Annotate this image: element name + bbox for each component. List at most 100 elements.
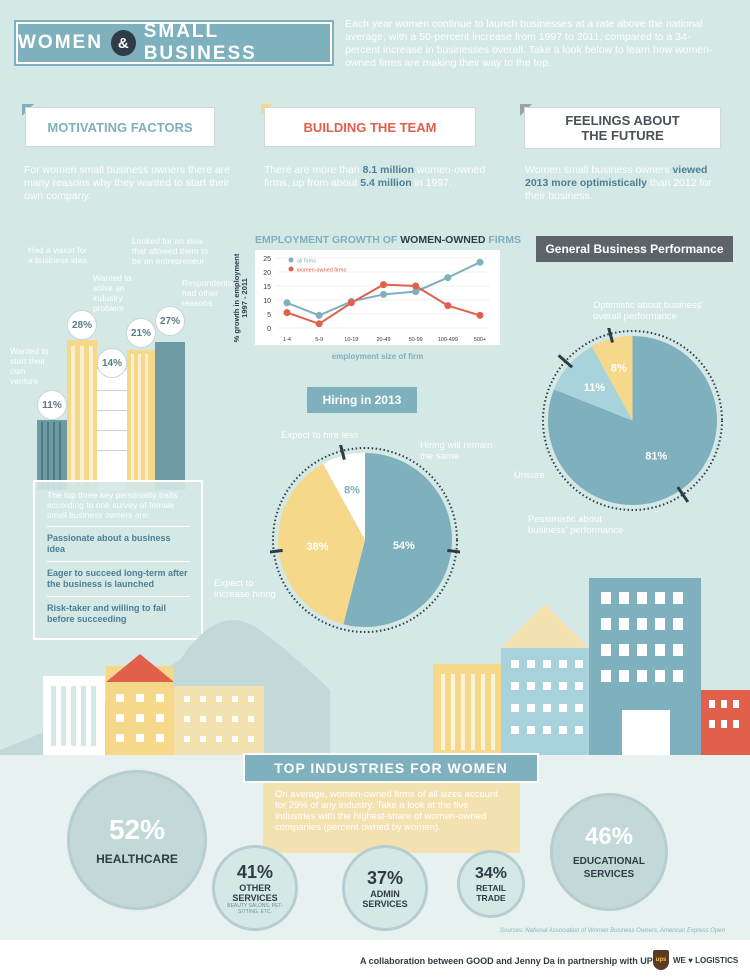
title-right: SMALL BUSINESS	[143, 21, 257, 64]
logistics-tagline: WE ♥ LOGISTICS	[673, 956, 739, 965]
pie-label-1: 11%	[584, 382, 606, 394]
x-tick-label: 500+	[474, 337, 486, 343]
perf-callout-optimistic: Optimistic about business' overall perfo…	[593, 300, 704, 322]
team-desc-post: in 1997.	[411, 177, 452, 189]
line-chart-ylabel-wrap: % growth in employment 1997 - 2011	[232, 250, 249, 345]
industry-name-0: HEALTHCARE	[96, 852, 178, 866]
hiring-pie: 54% 38% 8%	[270, 445, 460, 633]
x-tick-label: 10-19	[344, 337, 358, 343]
pie-dotted-ring	[272, 447, 458, 633]
team-desc-5m: 5.4 million	[360, 177, 412, 189]
line-chart: 0 5 10 15 20 25 1-4 5-9 10-19 20-49 50-99 100-499 50…	[263, 256, 490, 343]
line-chart-title-pre: EMPLOYMENT GROWTH OF	[255, 234, 401, 246]
series-point-1	[476, 311, 484, 319]
legend-label-0: all firms	[297, 259, 316, 265]
y-tick-label: 25	[263, 256, 271, 263]
roof-red	[106, 654, 174, 682]
series-point-0	[444, 274, 452, 282]
pie-dotted-ring	[542, 330, 723, 511]
y-tick-label: 0	[267, 326, 271, 333]
industry-retail: 34% RETAIL TRADE	[457, 850, 525, 918]
motivation-pct-2: 14%	[97, 348, 127, 378]
motivation-pct-1: 28%	[67, 310, 97, 340]
x-tick-label: 100-499	[438, 337, 458, 343]
motivation-pct-4: 27%	[155, 306, 185, 336]
pie-label-1: 38%	[307, 541, 329, 553]
pie-slice-2	[323, 453, 365, 540]
series-point-0	[380, 290, 387, 298]
future-desc: Women small business owners viewed 2013 …	[525, 164, 725, 203]
hiring-callout-less: Expect to hire less	[281, 430, 359, 441]
perf-callout-unsure: Unsure	[514, 470, 545, 481]
industry-name-2: ADMIN SERVICES	[362, 888, 408, 909]
y-tick-label: 15	[263, 284, 271, 291]
trait-1: Eager to succeed long-term after the bus…	[47, 561, 189, 596]
motivation-buildings	[37, 340, 185, 490]
industry-pct-0: 52%	[108, 814, 166, 845]
industry-sub-1: BEAUTY SALONS, PET-SITTING, ETC.	[227, 902, 283, 915]
series-point-1	[412, 282, 420, 290]
future-desc-post: than 2012 for their business.	[525, 177, 712, 202]
motivation-label-0: Wanted to start their own venture	[10, 346, 49, 386]
trait-0: Passionate about a business idea	[47, 526, 189, 561]
series-point-0	[315, 311, 323, 319]
industry-name-4: EDUCATIONAL SERVICES	[572, 856, 646, 880]
team-desc-8m: 8.1 million	[362, 164, 414, 176]
building-door	[622, 710, 670, 755]
perf-callout-pessimistic: Pessimistic about business' performance	[528, 514, 624, 536]
pie-label-0: 81%	[645, 450, 667, 462]
motivation-pct-3: 21%	[126, 318, 156, 348]
x-tick-label: 50-99	[409, 337, 423, 343]
industry-name-3: RETAIL TRADE	[475, 883, 507, 903]
ups-logo-icon: ups	[653, 950, 669, 970]
future-desc-bold: viewed 2013 more optimistically	[525, 164, 708, 189]
x-tick-label: 20-49	[376, 337, 390, 343]
pie-callout-tick-0	[447, 548, 460, 554]
team-desc-pre: There are more than	[264, 164, 363, 176]
industry-pct-2: 37%	[366, 867, 404, 888]
legend-swatch-1	[288, 266, 294, 272]
industries-title: TOP INDUSTRIES FOR WOMEN	[243, 753, 539, 783]
pie-slice-0	[343, 453, 452, 627]
building-team-desc: There are more than 8.1 million women-ow…	[264, 164, 494, 190]
series-line-1	[286, 283, 481, 325]
main-title: WOMEN & SMALL BUSINESS	[14, 20, 334, 66]
motivating-desc: For women small business owners there ar…	[24, 164, 231, 202]
pie-callout-tick-0	[676, 486, 690, 503]
series-point-1	[283, 309, 291, 317]
hiring-callout-increase: Expect to increase hiring	[214, 578, 276, 600]
motivating-factors-heading: MOTIVATING FACTORS	[26, 108, 214, 146]
industry-other: 41% OTHER SERVICES BEAUTY SALONS, PET-SI…	[212, 845, 298, 931]
future-heading: FEELINGS ABOUT THE FUTURE	[525, 108, 720, 148]
industry-healthcare: 52% HEALTHCARE	[67, 770, 207, 910]
traits-intro: The top three key personality traits acc…	[47, 490, 178, 520]
pie-slice-2	[591, 336, 633, 421]
pie-callout-tick-2	[339, 445, 346, 460]
intro-text: Each year women continue to launch busin…	[345, 18, 713, 69]
series-point-1	[347, 299, 355, 307]
sources-note: Sources: National Association of Women B…	[500, 928, 725, 934]
industry-pct-1: 41%	[236, 861, 274, 882]
y-tick-label: 20	[263, 270, 271, 277]
motivation-pct-0: 11%	[37, 390, 67, 420]
industry-admin: 37% ADMIN SERVICES	[342, 845, 428, 931]
industry-pct-3: 34%	[474, 865, 508, 882]
line-chart-title: EMPLOYMENT GROWTH OF WOMEN-OWNED FIRMS	[255, 234, 521, 246]
performance-pie: 81% 11% 8%	[542, 328, 723, 511]
pie-slice-1	[553, 346, 633, 421]
pie-callout-tick-2	[607, 328, 614, 343]
hiring-callout-same: Hiring will remain the same	[420, 440, 493, 462]
legend-swatch-0	[288, 257, 294, 263]
series-point-0	[283, 299, 291, 307]
y-tick-label: 10	[263, 298, 271, 305]
pie-callout-tick-1	[270, 548, 283, 554]
legend-label-1: women-owned firms	[296, 268, 346, 274]
line-chart-title-bold: WOMEN-OWNED	[400, 234, 486, 246]
title-left: WOMEN	[18, 32, 103, 53]
pie-callout-tick-1	[557, 354, 574, 369]
motivation-label-1: Had a vision for a business idea	[28, 245, 88, 265]
x-tick-label: 5-9	[315, 337, 323, 343]
city-skyline	[0, 578, 750, 755]
industry-education: 46% EDUCATIONAL SERVICES	[550, 793, 668, 911]
building-team-heading: BUILDING THE TEAM	[265, 108, 475, 146]
